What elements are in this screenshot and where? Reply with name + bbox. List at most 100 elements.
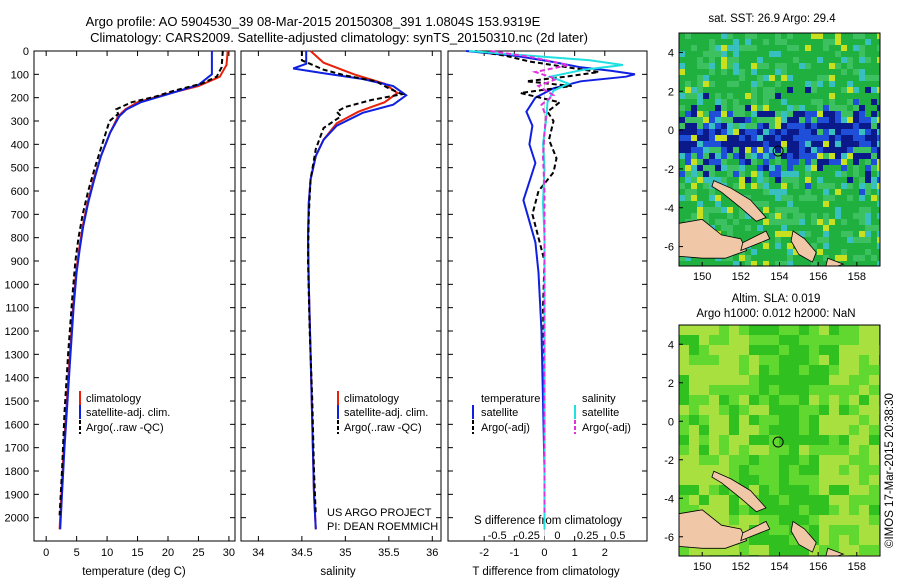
map-cell [749, 405, 759, 415]
map-cell [709, 99, 715, 105]
map-cell [721, 171, 727, 177]
map-cell [819, 395, 829, 405]
map-cell [823, 147, 829, 153]
map-cell [779, 425, 789, 435]
map-cell [819, 505, 829, 515]
y-tick-label: 500 [11, 163, 29, 175]
map-cell [829, 123, 835, 129]
map-cell [817, 63, 823, 69]
map-cell [787, 171, 793, 177]
map-cell [739, 385, 749, 395]
map-cell [789, 445, 799, 455]
map-x-tick-label: 152 [732, 561, 750, 573]
map-cell [709, 219, 715, 225]
map-cell [819, 385, 829, 395]
map-cell [849, 495, 859, 505]
map-cell [679, 63, 685, 69]
legend-argo-label: Argo(..raw -QC) [344, 422, 422, 434]
map-cell [775, 213, 781, 219]
map-cell [869, 545, 879, 555]
map-cell [805, 117, 811, 123]
map-cell [805, 129, 811, 135]
map-cell [841, 93, 847, 99]
map-cell [769, 365, 779, 375]
map-cell [691, 195, 697, 201]
map-cell [789, 425, 799, 435]
map-cell [739, 153, 745, 159]
map-cell [853, 201, 859, 207]
map-cell [853, 261, 859, 266]
map-cell [733, 63, 739, 69]
x-tick-label: 35 [339, 547, 351, 559]
map-cell [799, 153, 805, 159]
map-cell [799, 189, 805, 195]
map-cell [799, 325, 809, 335]
map-cell [739, 325, 749, 335]
map-cell [809, 345, 819, 355]
map-cell [679, 135, 685, 141]
map-cell [829, 219, 835, 225]
map-cell [799, 33, 805, 39]
map-cell [739, 87, 745, 93]
map-cell [703, 57, 709, 63]
map-cell [715, 33, 721, 39]
map-cell [709, 455, 719, 465]
legend-satellite-label: satellite-adj. clim. [344, 407, 428, 419]
map-cell [871, 261, 877, 266]
map-cell [769, 355, 779, 365]
map-cell [689, 395, 699, 405]
map-cell [779, 505, 789, 515]
map-cell [685, 147, 691, 153]
map-cell [775, 129, 781, 135]
map-cell [739, 415, 749, 425]
map-cell [715, 159, 721, 165]
map-cell [757, 219, 763, 225]
map-cell [719, 485, 729, 495]
map-cell [745, 75, 751, 81]
map-cell [839, 385, 849, 395]
map-cell [759, 445, 769, 455]
map-cell [749, 465, 759, 475]
map-cell [849, 485, 859, 495]
map-cell [819, 515, 829, 525]
map-cell [703, 45, 709, 51]
map-cell [739, 135, 745, 141]
map-cell [787, 75, 793, 81]
map-cell [835, 183, 841, 189]
map-cell [809, 355, 819, 365]
map-cell [787, 45, 793, 51]
land-mass [711, 470, 767, 513]
map-cell [787, 261, 793, 266]
x-tick-label: 20 [162, 547, 174, 559]
map-cell [751, 225, 757, 231]
map-cell [769, 525, 779, 535]
map-cell [829, 63, 835, 69]
map-cell [799, 201, 805, 207]
map-cell [849, 465, 859, 475]
map-cell [775, 171, 781, 177]
map-cell [779, 345, 789, 355]
map-cell [841, 159, 847, 165]
map-cell [757, 99, 763, 105]
map-cell [769, 505, 779, 515]
map-cell [805, 177, 811, 183]
map-cell [769, 395, 779, 405]
y-tick-label: 700 [11, 209, 29, 221]
map-cell [859, 225, 865, 231]
map-cell [689, 475, 699, 485]
map-cell [865, 219, 871, 225]
map-cell [781, 99, 787, 105]
map-cell [817, 93, 823, 99]
map-cell [817, 159, 823, 165]
map-cell [877, 105, 880, 111]
map-cell [865, 249, 871, 255]
map-cell [839, 325, 849, 335]
map-cell [763, 45, 769, 51]
map-cell [757, 93, 763, 99]
map-cell [805, 201, 811, 207]
map-cell [869, 535, 879, 545]
map-cell [719, 445, 729, 455]
map-cell [853, 195, 859, 201]
map-cell [793, 261, 799, 266]
land-mass [678, 218, 748, 259]
